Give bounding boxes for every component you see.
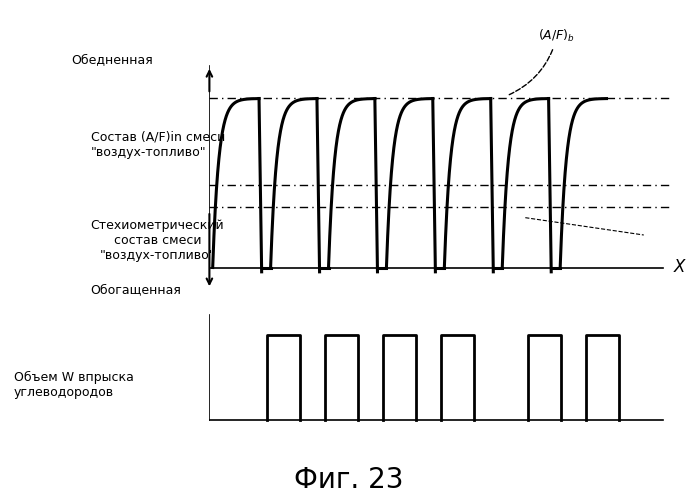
Text: Стехиометрический
состав смеси
"воздух-топливо": Стехиометрический состав смеси "воздух-т… xyxy=(91,218,224,262)
Text: Объем W впрыска
углеводородов: Объем W впрыска углеводородов xyxy=(14,371,134,399)
Text: Фиг. 23: Фиг. 23 xyxy=(295,466,403,494)
Text: Состав (A/F)in смеси
"воздух-топливо": Состав (A/F)in смеси "воздух-топливо" xyxy=(91,131,225,159)
Text: X: X xyxy=(674,258,685,276)
Text: Обедненная: Обедненная xyxy=(70,54,153,66)
Text: Обогащенная: Обогащенная xyxy=(91,284,181,296)
Text: $(A/F)_b$: $(A/F)_b$ xyxy=(508,28,575,95)
